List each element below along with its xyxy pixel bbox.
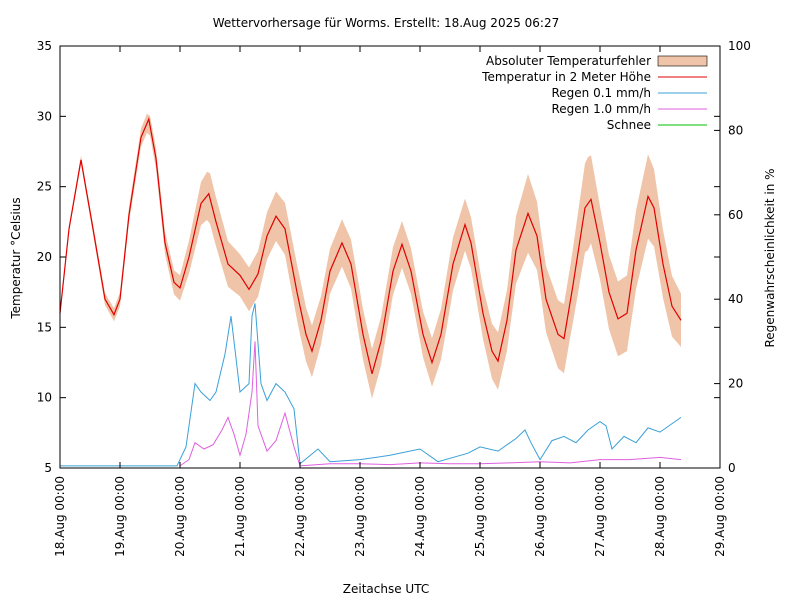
rain-10-line <box>179 341 682 467</box>
y-axis-label: Temperatur °Celsius <box>9 197 23 319</box>
y2-axis-label: Regenwahrscheinlichkeit in % <box>763 168 777 347</box>
temperature-line <box>59 117 682 374</box>
legend-swatch <box>657 55 708 67</box>
x-axis-label: Zeitachse UTC <box>343 582 429 596</box>
x-tick-label: 28.Aug 00:00 <box>653 476 667 557</box>
y2-tick-label: 40 <box>728 292 743 306</box>
y-tick-label: 35 <box>37 39 52 53</box>
x-tick-label: 27.Aug 00:00 <box>593 476 607 557</box>
y2-tick-label: 100 <box>728 39 751 53</box>
rain-01-line <box>60 303 682 467</box>
chart-title: Wettervorhersage für Worms. Erstellt: 18… <box>213 16 560 30</box>
x-tick-label: 18.Aug 00:00 <box>53 476 67 557</box>
y-tick-label: 5 <box>44 461 52 475</box>
y-tick-label: 10 <box>37 391 52 405</box>
x-tick-label: 25.Aug 00:00 <box>473 476 487 557</box>
x-tick-label: 26.Aug 00:00 <box>533 476 547 557</box>
legend-label: Regen 1.0 mm/h <box>551 102 651 116</box>
y-tick-label: 15 <box>37 320 52 334</box>
legend-label: Absoluter Temperaturfehler <box>486 54 651 68</box>
legend-label: Temperatur in 2 Meter Höhe <box>481 70 651 84</box>
y2-tick-label: 0 <box>728 461 736 475</box>
x-tick-label: 22.Aug 00:00 <box>293 476 307 557</box>
y-tick-label: 20 <box>37 250 52 264</box>
y2-tick-label: 80 <box>728 123 743 137</box>
x-tick-label: 24.Aug 00:00 <box>413 476 427 557</box>
x-tick-label: 29.Aug 00:00 <box>713 476 727 557</box>
legend-label: Schnee <box>607 118 651 132</box>
x-tick-label: 20.Aug 00:00 <box>173 476 187 557</box>
x-tick-label: 19.Aug 00:00 <box>113 476 127 557</box>
temperature-error-band <box>60 113 681 399</box>
y2-tick-label: 60 <box>728 208 743 222</box>
legend-label: Regen 0.1 mm/h <box>551 86 651 100</box>
y-tick-label: 30 <box>37 109 52 123</box>
x-tick-label: 23.Aug 00:00 <box>353 476 367 557</box>
y2-tick-label: 20 <box>728 377 743 391</box>
x-tick-label: 21.Aug 00:00 <box>233 476 247 557</box>
y-tick-label: 25 <box>37 180 52 194</box>
legend: Absoluter Temperaturfehler Temperatur in … <box>481 54 708 132</box>
